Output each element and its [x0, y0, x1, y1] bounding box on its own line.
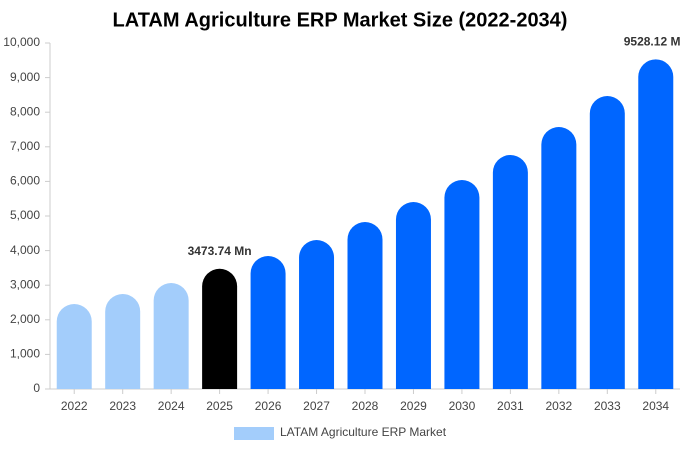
- bar: [638, 59, 674, 389]
- y-tick-label: 1,000: [10, 347, 40, 361]
- y-tick-label: 6,000: [10, 174, 40, 188]
- x-tick-label: 2030: [449, 399, 476, 413]
- chart-title: LATAM Agriculture ERP Market Size (2022-…: [113, 9, 568, 31]
- x-tick-label: 2029: [400, 399, 427, 413]
- y-tick-label: 3,000: [10, 277, 40, 291]
- y-tick-label: 8,000: [10, 104, 40, 118]
- legend-swatch: [234, 427, 274, 440]
- bar: [347, 221, 383, 389]
- y-tick-label: 7,000: [10, 139, 40, 153]
- bar: [444, 180, 480, 389]
- y-tick-label: 10,000: [3, 35, 40, 49]
- x-tick-label: 2024: [158, 399, 185, 413]
- x-tick-label: 2027: [303, 399, 330, 413]
- bar: [395, 201, 431, 389]
- y-tick-label: 5,000: [10, 208, 40, 222]
- bar: [299, 240, 335, 389]
- value-label: 9528.12 Mn: [624, 34, 680, 48]
- x-tick-label: 2022: [61, 399, 88, 413]
- bar: [56, 303, 92, 389]
- y-tick-label: 4,000: [10, 243, 40, 257]
- bar: [202, 268, 238, 389]
- x-tick-label: 2033: [594, 399, 621, 413]
- y-tick-label: 2,000: [10, 312, 40, 326]
- bar: [105, 293, 141, 389]
- y-tick-label: 9,000: [10, 70, 40, 84]
- bar: [153, 282, 189, 389]
- x-tick-label: 2031: [497, 399, 524, 413]
- bar: [492, 155, 528, 389]
- x-tick-label: 2025: [206, 399, 233, 413]
- x-tick-label: 2034: [642, 399, 669, 413]
- x-tick-label: 2028: [352, 399, 379, 413]
- x-tick-label: 2032: [545, 399, 572, 413]
- x-tick-label: 2023: [109, 399, 136, 413]
- bar: [541, 127, 577, 390]
- legend-label: LATAM Agriculture ERP Market: [280, 425, 447, 439]
- bar: [250, 256, 286, 389]
- x-tick-label: 2026: [255, 399, 282, 413]
- value-label: 3473.74 Mn: [188, 244, 252, 258]
- bar: [589, 96, 625, 389]
- y-tick-label: 0: [33, 381, 40, 395]
